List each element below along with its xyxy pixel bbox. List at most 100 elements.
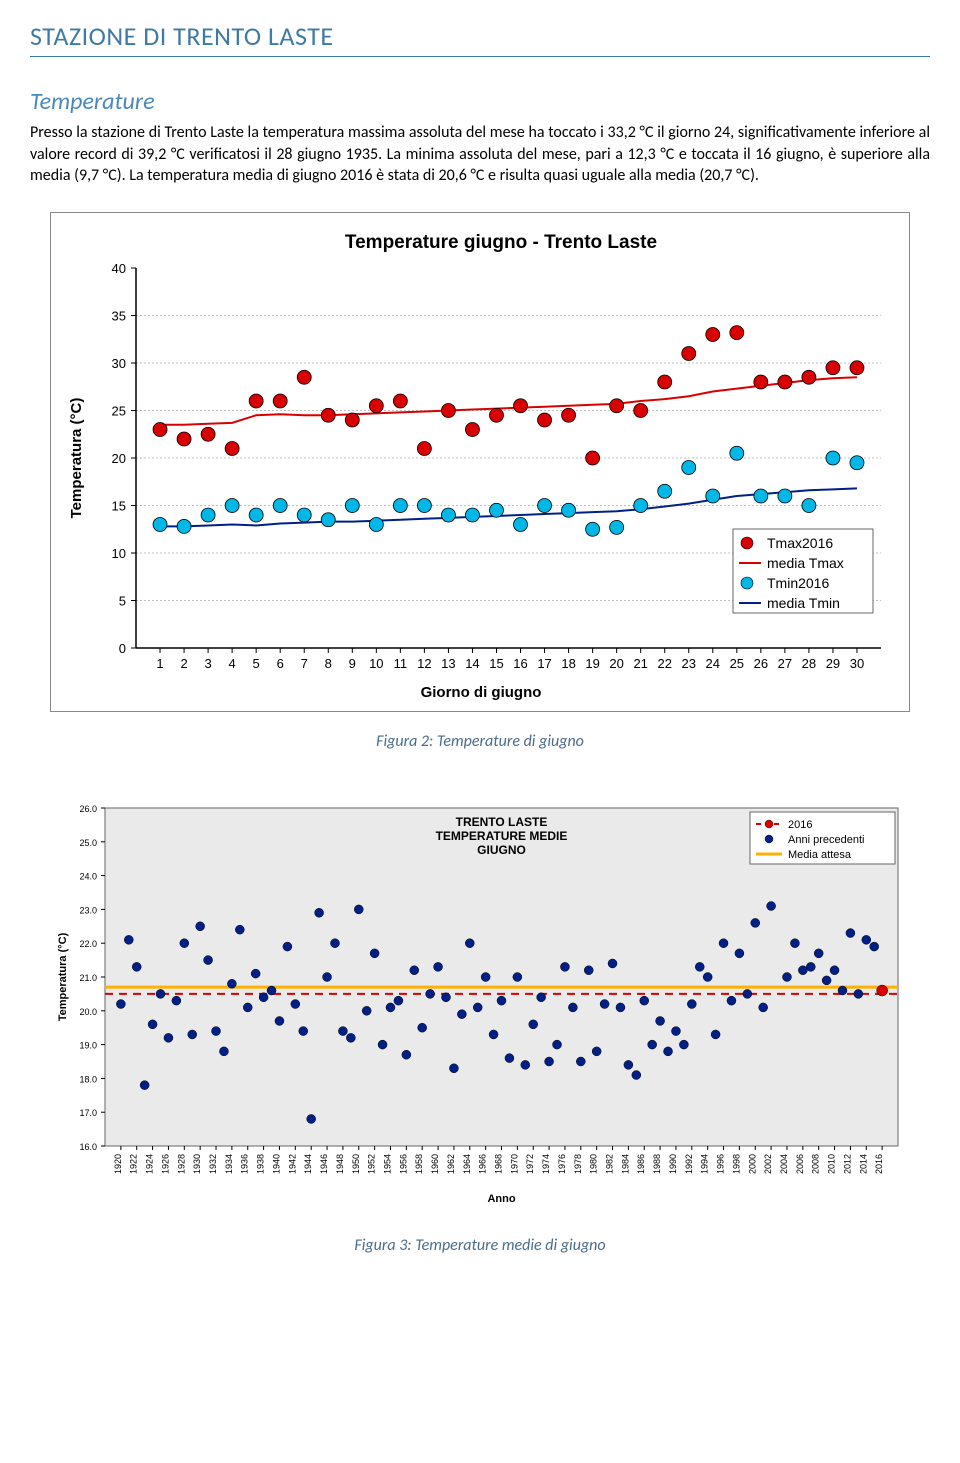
svg-text:18: 18 bbox=[561, 656, 575, 671]
svg-text:1982: 1982 bbox=[605, 1154, 615, 1174]
svg-text:TRENTO LASTE: TRENTO LASTE bbox=[456, 815, 548, 829]
svg-text:Tmax2016: Tmax2016 bbox=[767, 535, 833, 551]
svg-text:2: 2 bbox=[180, 656, 187, 671]
svg-text:21.0: 21.0 bbox=[79, 973, 97, 983]
chart-daily-svg: Temperature giugno - Trento Laste0510152… bbox=[61, 223, 901, 703]
chart-yearly-means: 16.017.018.019.020.021.022.023.024.025.0… bbox=[40, 786, 920, 1216]
svg-text:2014: 2014 bbox=[858, 1154, 868, 1174]
svg-text:1940: 1940 bbox=[271, 1154, 281, 1174]
svg-text:1970: 1970 bbox=[509, 1154, 519, 1174]
svg-text:2006: 2006 bbox=[795, 1154, 805, 1174]
svg-text:27: 27 bbox=[778, 656, 792, 671]
svg-text:1926: 1926 bbox=[160, 1154, 170, 1174]
svg-text:1968: 1968 bbox=[494, 1154, 504, 1174]
svg-text:Giorno di giugno: Giorno di giugno bbox=[421, 684, 542, 701]
svg-text:16.0: 16.0 bbox=[79, 1142, 97, 1152]
svg-text:25.0: 25.0 bbox=[79, 838, 97, 848]
svg-text:2000: 2000 bbox=[747, 1154, 757, 1174]
svg-text:1980: 1980 bbox=[589, 1154, 599, 1174]
svg-text:17: 17 bbox=[537, 656, 551, 671]
svg-text:1962: 1962 bbox=[446, 1154, 456, 1174]
svg-text:2004: 2004 bbox=[779, 1154, 789, 1174]
svg-text:1966: 1966 bbox=[478, 1154, 488, 1174]
svg-text:1936: 1936 bbox=[240, 1154, 250, 1174]
svg-text:23: 23 bbox=[682, 656, 696, 671]
svg-text:1998: 1998 bbox=[731, 1154, 741, 1174]
svg-text:2010: 2010 bbox=[827, 1154, 837, 1174]
svg-text:22.0: 22.0 bbox=[79, 939, 97, 949]
svg-text:5: 5 bbox=[253, 656, 260, 671]
svg-text:19: 19 bbox=[585, 656, 599, 671]
svg-text:30: 30 bbox=[850, 656, 864, 671]
svg-text:1956: 1956 bbox=[398, 1154, 408, 1174]
svg-text:2016: 2016 bbox=[788, 819, 812, 831]
svg-text:media Tmax: media Tmax bbox=[767, 555, 844, 571]
svg-text:1994: 1994 bbox=[700, 1154, 710, 1174]
svg-text:1932: 1932 bbox=[208, 1154, 218, 1174]
svg-text:26.0: 26.0 bbox=[79, 804, 97, 814]
svg-text:1: 1 bbox=[156, 656, 163, 671]
svg-text:26: 26 bbox=[754, 656, 768, 671]
svg-text:13: 13 bbox=[441, 656, 455, 671]
svg-text:29: 29 bbox=[826, 656, 840, 671]
svg-text:1972: 1972 bbox=[525, 1154, 535, 1174]
svg-text:1978: 1978 bbox=[573, 1154, 583, 1174]
svg-text:8: 8 bbox=[325, 656, 332, 671]
svg-text:9: 9 bbox=[349, 656, 356, 671]
svg-text:4: 4 bbox=[229, 656, 236, 671]
svg-text:1954: 1954 bbox=[382, 1154, 392, 1174]
section-heading: Temperature bbox=[30, 87, 930, 116]
svg-text:0: 0 bbox=[119, 641, 126, 656]
svg-text:1992: 1992 bbox=[684, 1154, 694, 1174]
svg-text:1964: 1964 bbox=[462, 1154, 472, 1174]
page-title: STAZIONE DI TRENTO LASTE bbox=[30, 20, 930, 57]
svg-text:17.0: 17.0 bbox=[79, 1108, 97, 1118]
svg-text:Tmin2016: Tmin2016 bbox=[767, 575, 829, 591]
svg-text:1946: 1946 bbox=[319, 1154, 329, 1174]
svg-text:Temperatura (°C): Temperatura (°C) bbox=[57, 932, 69, 1021]
svg-text:1950: 1950 bbox=[351, 1154, 361, 1174]
svg-text:1990: 1990 bbox=[668, 1154, 678, 1174]
svg-text:1922: 1922 bbox=[129, 1154, 139, 1174]
svg-text:12: 12 bbox=[417, 656, 431, 671]
svg-text:1974: 1974 bbox=[541, 1154, 551, 1174]
caption-figure-3: Figura 3: Temperature medie di giugno bbox=[30, 1236, 930, 1255]
svg-text:1938: 1938 bbox=[256, 1154, 266, 1174]
body-paragraph: Presso la stazione di Trento Laste la te… bbox=[30, 122, 930, 187]
svg-text:23.0: 23.0 bbox=[79, 905, 97, 915]
svg-text:19.0: 19.0 bbox=[79, 1040, 97, 1050]
svg-text:15: 15 bbox=[489, 656, 503, 671]
svg-text:1924: 1924 bbox=[145, 1154, 155, 1174]
svg-text:11: 11 bbox=[394, 656, 408, 671]
svg-text:1934: 1934 bbox=[224, 1154, 234, 1174]
svg-text:18.0: 18.0 bbox=[79, 1074, 97, 1084]
svg-text:1984: 1984 bbox=[620, 1154, 630, 1174]
svg-text:Anni precedenti: Anni precedenti bbox=[788, 834, 864, 846]
svg-text:24.0: 24.0 bbox=[79, 871, 97, 881]
svg-text:1996: 1996 bbox=[716, 1154, 726, 1174]
svg-text:2002: 2002 bbox=[763, 1154, 773, 1174]
svg-text:7: 7 bbox=[301, 656, 308, 671]
svg-text:2016: 2016 bbox=[874, 1154, 884, 1174]
svg-text:1944: 1944 bbox=[303, 1154, 313, 1174]
svg-text:Media attesa: Media attesa bbox=[788, 849, 852, 861]
svg-text:3: 3 bbox=[204, 656, 211, 671]
svg-text:35: 35 bbox=[112, 308, 126, 323]
caption-figure-2: Figura 2: Temperature di giugno bbox=[30, 732, 930, 751]
svg-text:1988: 1988 bbox=[652, 1154, 662, 1174]
svg-text:1942: 1942 bbox=[287, 1154, 297, 1174]
svg-text:25: 25 bbox=[112, 403, 126, 418]
svg-text:15: 15 bbox=[112, 498, 126, 513]
svg-text:22: 22 bbox=[657, 656, 671, 671]
svg-text:1958: 1958 bbox=[414, 1154, 424, 1174]
svg-text:1928: 1928 bbox=[176, 1154, 186, 1174]
svg-text:6: 6 bbox=[277, 656, 284, 671]
svg-text:1930: 1930 bbox=[192, 1154, 202, 1174]
svg-text:28: 28 bbox=[802, 656, 816, 671]
svg-text:30: 30 bbox=[112, 356, 126, 371]
svg-text:1952: 1952 bbox=[367, 1154, 377, 1174]
svg-text:Temperatura (°C): Temperatura (°C) bbox=[68, 397, 85, 518]
svg-text:5: 5 bbox=[119, 593, 126, 608]
svg-text:1960: 1960 bbox=[430, 1154, 440, 1174]
svg-text:TEMPERATURE MEDIE: TEMPERATURE MEDIE bbox=[436, 829, 568, 843]
